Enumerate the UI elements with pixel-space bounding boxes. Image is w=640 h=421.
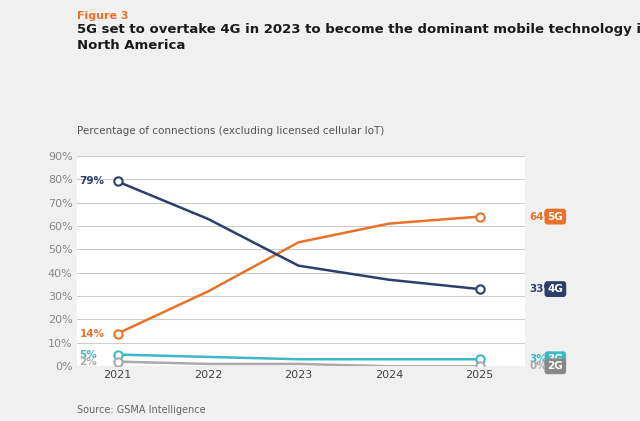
Text: 79%: 79%	[79, 176, 104, 187]
Text: 5G: 5G	[547, 212, 563, 221]
Text: 14%: 14%	[79, 328, 105, 338]
Text: 4G: 4G	[547, 284, 563, 294]
Text: Percentage of connections (excluding licensed cellular IoT): Percentage of connections (excluding lic…	[77, 126, 384, 136]
Text: 64%: 64%	[529, 212, 554, 221]
Text: 2%: 2%	[79, 357, 97, 367]
Text: 3G: 3G	[547, 354, 563, 364]
Text: 3%: 3%	[529, 354, 547, 364]
Text: Source: GSMA Intelligence: Source: GSMA Intelligence	[77, 405, 205, 415]
Text: 0%: 0%	[529, 361, 547, 371]
Text: 5G set to overtake 4G in 2023 to become the dominant mobile technology in
North : 5G set to overtake 4G in 2023 to become …	[77, 23, 640, 52]
Text: 2G: 2G	[547, 361, 563, 371]
Text: 5%: 5%	[79, 349, 97, 360]
Text: 33%: 33%	[529, 284, 554, 294]
Text: Figure 3: Figure 3	[77, 11, 128, 21]
